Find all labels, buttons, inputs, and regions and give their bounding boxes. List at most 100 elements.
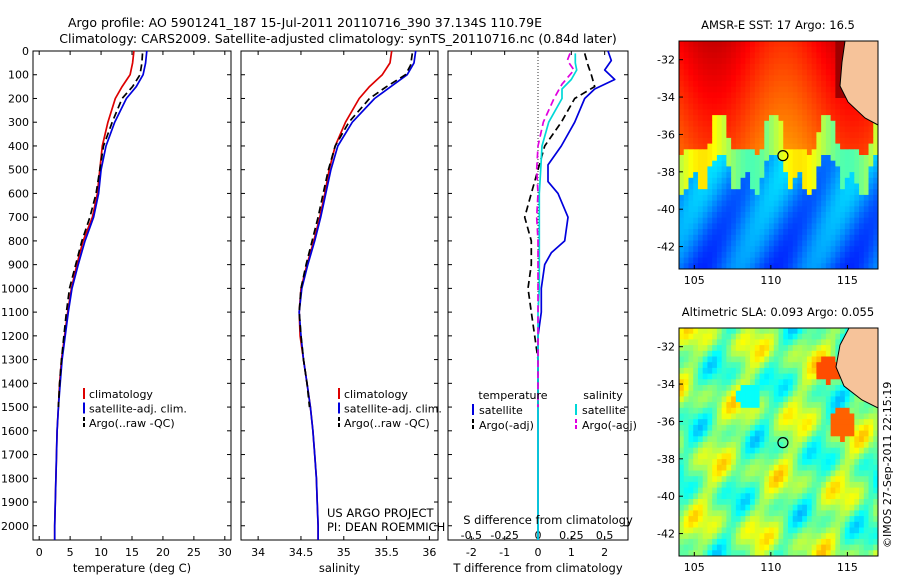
heatmap-cell (830, 217, 836, 224)
heatmap-cell (754, 362, 760, 369)
heatmap-cell (849, 189, 855, 196)
heatmap-cell (697, 240, 704, 247)
heatmap-cell (745, 407, 751, 414)
heatmap-cell (712, 476, 718, 483)
heatmap-cell (821, 132, 827, 139)
heatmap-cell (802, 109, 808, 116)
heatmap-cell (693, 373, 699, 380)
heatmap-cell (764, 328, 770, 335)
heatmap-cell (693, 120, 699, 127)
heatmap-cell (764, 345, 770, 352)
heatmap-cell (712, 493, 718, 500)
heatmap-cell (868, 442, 874, 449)
heatmap-cell (679, 229, 685, 236)
heatmap-cell (683, 464, 689, 471)
heatmap-cell (821, 189, 827, 196)
heatmap-cell (683, 172, 689, 179)
heatmap-cell (821, 476, 827, 483)
heatmap-cell (840, 390, 846, 397)
heatmap-cell (745, 206, 751, 213)
heatmap-cell (745, 189, 751, 196)
heatmap-cell (806, 115, 813, 122)
heatmap-cell (773, 98, 779, 105)
heatmap-cell (740, 52, 746, 59)
heatmap-cell (816, 442, 822, 449)
heatmap-cell (764, 257, 770, 264)
heatmap-cell (811, 373, 817, 380)
heatmap-cell (745, 251, 751, 258)
heatmap-cell (783, 350, 789, 357)
heatmap-cell (787, 499, 794, 506)
heatmap-cell (868, 240, 874, 247)
heatmap-cell (797, 345, 803, 352)
heatmap-cell (873, 521, 879, 528)
heatmap-cell (778, 470, 784, 477)
heatmap-cell (830, 149, 836, 156)
heatmap-cell (797, 362, 803, 369)
x-tick-label: 20 (156, 546, 170, 559)
heatmap-cell (811, 103, 817, 110)
heatmap-cell (702, 499, 708, 506)
heatmap-cell (806, 194, 813, 201)
sst-map-title: AMSR-E SST: 17 Argo: 16.5 (701, 18, 855, 32)
heatmap-cell (816, 223, 822, 230)
heatmap-cell (792, 510, 798, 517)
heatmap-cell (731, 194, 737, 201)
heatmap-cell (764, 92, 770, 99)
heatmap-cell (802, 58, 808, 65)
heatmap-cell (707, 533, 713, 540)
heatmap-cell (792, 155, 798, 162)
heatmap-cell (849, 194, 855, 201)
heatmap-cell (693, 345, 699, 352)
heatmap-cell (754, 459, 760, 466)
heatmap-cell (821, 246, 827, 253)
heatmap-cell (731, 373, 737, 380)
heatmap-cell (707, 80, 713, 87)
heatmap-cell (740, 481, 746, 488)
heatmap-cell (802, 453, 808, 460)
heatmap-cell (688, 407, 694, 414)
heatmap-cell (802, 183, 808, 190)
heatmap-cell (787, 424, 794, 431)
heatmap-cell (787, 115, 794, 122)
heatmap-cell (792, 75, 798, 82)
heatmap-cell (792, 257, 798, 264)
heatmap-cell (688, 246, 694, 253)
heatmap-cell (783, 52, 789, 59)
heatmap-cell (688, 379, 694, 386)
heatmap-cell (721, 538, 727, 545)
heatmap-cell (806, 80, 813, 87)
heatmap-cell (802, 251, 808, 258)
heatmap-cell (825, 257, 832, 264)
heatmap-cell (787, 160, 794, 167)
heatmap-cell (726, 229, 732, 236)
heatmap-cell (764, 424, 770, 431)
heatmap-cell (792, 263, 798, 270)
heatmap-cell (830, 339, 836, 346)
heatmap-cell (797, 212, 803, 219)
heatmap-cell (721, 137, 727, 144)
heatmap-cell (721, 58, 727, 65)
heatmap-cell (806, 402, 813, 409)
heatmap-cell (811, 436, 817, 443)
heatmap-cell (740, 183, 746, 190)
heatmap-cell (754, 41, 760, 48)
y-tick-label: -40 (657, 203, 675, 216)
heatmap-cell (806, 413, 813, 420)
heatmap-cell (792, 183, 798, 190)
heatmap-cell (769, 481, 775, 488)
heatmap-cell (679, 194, 685, 201)
heatmap-cell (802, 407, 808, 414)
heatmap-cell (778, 80, 784, 87)
heatmap-cell (787, 328, 794, 335)
heatmap-cell (693, 436, 699, 443)
heatmap-cell (778, 212, 784, 219)
heatmap-cell (821, 424, 827, 431)
heatmap-cell (797, 200, 803, 207)
heatmap-cell (754, 257, 760, 264)
heatmap-cell (863, 533, 869, 540)
heatmap-cell (802, 550, 808, 557)
heatmap-cell (721, 155, 727, 162)
heatmap-cell (806, 516, 813, 523)
heatmap-cell (868, 402, 874, 409)
